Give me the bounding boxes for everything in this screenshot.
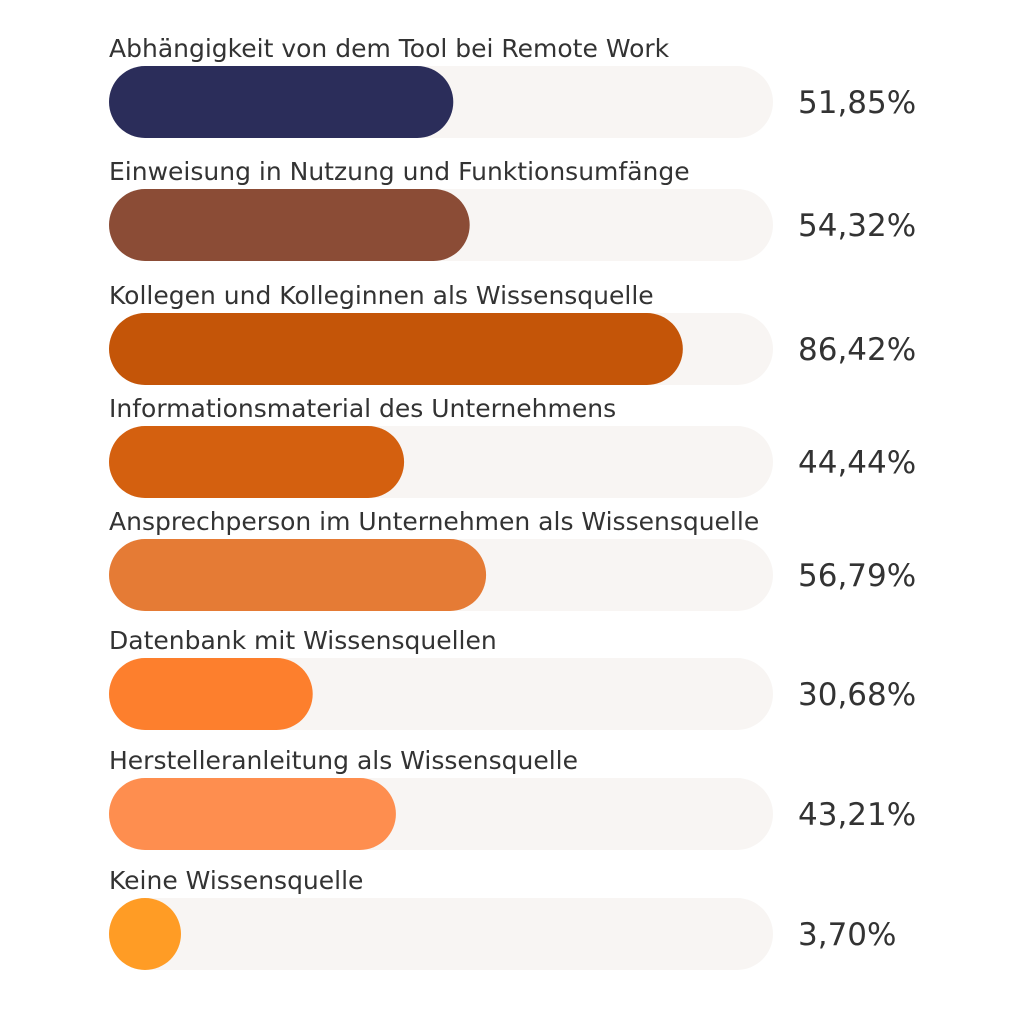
bar — [109, 898, 181, 970]
bar — [109, 189, 470, 261]
value-label: 30,68% — [798, 677, 916, 713]
chart-rows: Abhängigkeit von dem Tool bei Remote Wor… — [109, 34, 916, 970]
category-label: Kollegen und Kolleginnen als Wissensquel… — [109, 281, 654, 310]
category-label: Ansprechperson im Unternehmen als Wissen… — [109, 507, 759, 536]
value-label: 56,79% — [798, 558, 916, 594]
category-label: Informationsmaterial des Unternehmens — [109, 394, 616, 423]
value-label: 43,21% — [798, 797, 916, 833]
category-label: Abhängigkeit von dem Tool bei Remote Wor… — [109, 34, 670, 63]
value-label: 51,85% — [798, 85, 916, 121]
value-label: 54,32% — [798, 208, 916, 244]
category-label: Einweisung in Nutzung und Funktionsumfän… — [109, 157, 690, 186]
bar — [109, 66, 454, 138]
category-label: Datenbank mit Wissensquellen — [109, 626, 497, 655]
bar — [109, 778, 396, 850]
bar — [109, 539, 487, 611]
category-label: Keine Wissensquelle — [109, 866, 363, 895]
value-label: 44,44% — [798, 445, 916, 481]
value-label: 86,42% — [798, 332, 916, 368]
bar — [109, 313, 683, 385]
value-label: 3,70% — [798, 917, 896, 953]
category-label: Herstelleranleitung als Wissensquelle — [109, 746, 578, 775]
bar — [109, 426, 405, 498]
bar — [109, 658, 313, 730]
bar-track — [109, 898, 773, 970]
